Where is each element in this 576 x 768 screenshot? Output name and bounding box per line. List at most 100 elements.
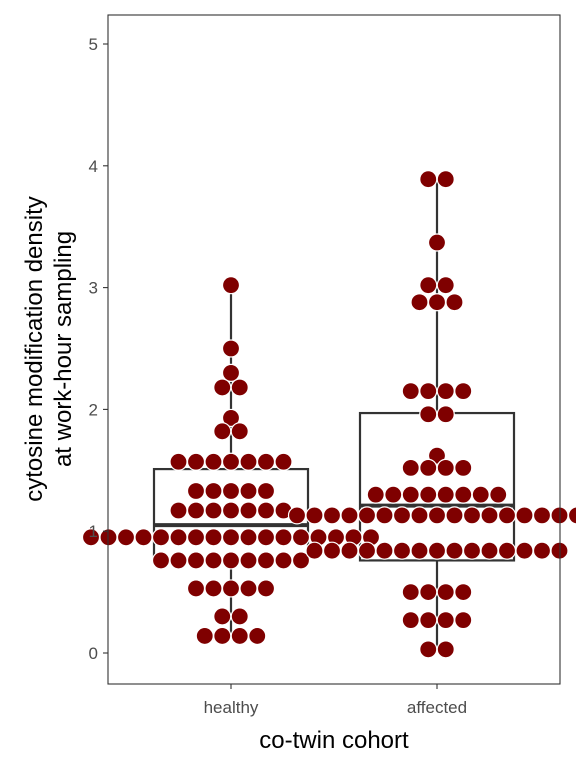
points-layer [81,170,576,659]
data-point-healthy [186,551,206,570]
y-tick-label: 5 [89,35,98,54]
data-point-affected [287,506,307,525]
data-point-affected [419,276,438,295]
data-point-healthy [230,422,249,441]
data-point-healthy [274,551,293,570]
data-point-healthy [186,452,206,471]
data-point-affected [454,611,473,630]
data-point-affected [436,640,455,659]
data-point-affected [471,485,490,504]
data-point-affected [515,506,534,525]
data-point-healthy [204,452,223,471]
data-point-affected [427,506,447,525]
y-tick-label: 0 [89,644,98,663]
data-point-healthy [134,528,153,547]
data-point-affected [340,506,359,525]
data-point-healthy [239,551,258,570]
data-point-healthy [239,481,258,501]
data-point-healthy [291,528,311,547]
data-point-healthy [213,626,232,646]
data-point-healthy [169,501,188,520]
data-point-healthy [204,579,223,598]
data-point-affected [462,506,482,525]
data-point-affected [366,485,385,504]
data-point-healthy [221,481,241,501]
data-point-affected [401,485,420,504]
data-point-affected [497,541,517,560]
data-point-healthy [239,579,258,598]
data-point-affected [419,582,438,602]
data-point-healthy [169,551,188,570]
data-point-affected [401,582,420,602]
data-point-healthy [213,607,232,626]
data-point-healthy [151,551,171,570]
data-point-affected [445,506,464,525]
data-point-affected [322,541,342,560]
data-point-healthy [186,481,206,501]
data-point-affected [340,541,359,560]
box [358,411,516,562]
data-point-healthy [186,579,206,598]
panel-border [107,14,561,685]
data-point-affected [401,382,420,401]
data-point-healthy [230,378,249,397]
y-axis-title-line-1: cytosine modification density [21,196,48,501]
y-tick-label: 3 [89,279,98,298]
data-point-healthy [256,481,276,501]
data-point-affected [489,485,508,504]
data-point-affected [436,458,455,477]
data-point-healthy [239,528,258,547]
data-point-healthy [221,579,241,598]
data-point-healthy [204,551,223,570]
data-point-healthy [213,422,232,441]
data-point-healthy [116,528,136,547]
data-point-healthy [248,626,267,646]
data-point-affected [419,458,438,477]
data-point-affected [532,541,552,560]
data-point-affected [497,506,517,525]
y-tick-label: 4 [89,157,98,176]
data-point-affected [401,611,420,630]
data-point-healthy [256,452,276,471]
y-tick-label: 1 [89,522,98,541]
data-point-affected [436,276,455,295]
data-point-healthy [291,551,311,570]
data-point-affected [419,640,438,659]
data-point-healthy [221,339,241,358]
data-point-affected [392,541,412,560]
data-point-affected [454,382,473,401]
data-point-affected [322,506,342,525]
data-point-affected [567,506,576,525]
data-point-affected [454,485,473,504]
data-point-affected [454,458,473,477]
data-point-healthy [221,528,241,547]
data-point-healthy [195,626,214,646]
data-point-affected [401,458,420,477]
data-point-healthy [169,528,188,547]
data-point-healthy [221,551,241,570]
y-axis-title-line-2: at work-hour sampling [50,231,77,467]
data-point-affected [375,541,394,560]
data-point-healthy [239,501,258,520]
data-point-affected [436,582,455,602]
data-point-affected [427,446,447,465]
x-tick-label: healthy [204,698,259,717]
data-point-healthy [221,276,241,295]
data-point-affected [419,611,438,630]
data-point-healthy [239,452,258,471]
data-point-healthy [256,528,276,547]
x-axis-title: co-twin cohort [259,727,409,754]
data-point-affected [427,293,447,312]
data-point-affected [480,541,499,560]
data-point-healthy [151,528,171,547]
data-point-affected [419,382,438,401]
data-point-affected [410,541,429,560]
data-point-healthy [221,363,241,382]
data-point-affected [410,506,429,525]
y-tick-label: 2 [89,400,98,419]
data-point-healthy [204,501,223,520]
data-point-healthy [186,501,206,520]
data-point-healthy [169,452,188,471]
axes-layer: 0 1 2 3 4 5 healthy affected [89,35,468,717]
x-tick-label: affected [407,698,467,717]
